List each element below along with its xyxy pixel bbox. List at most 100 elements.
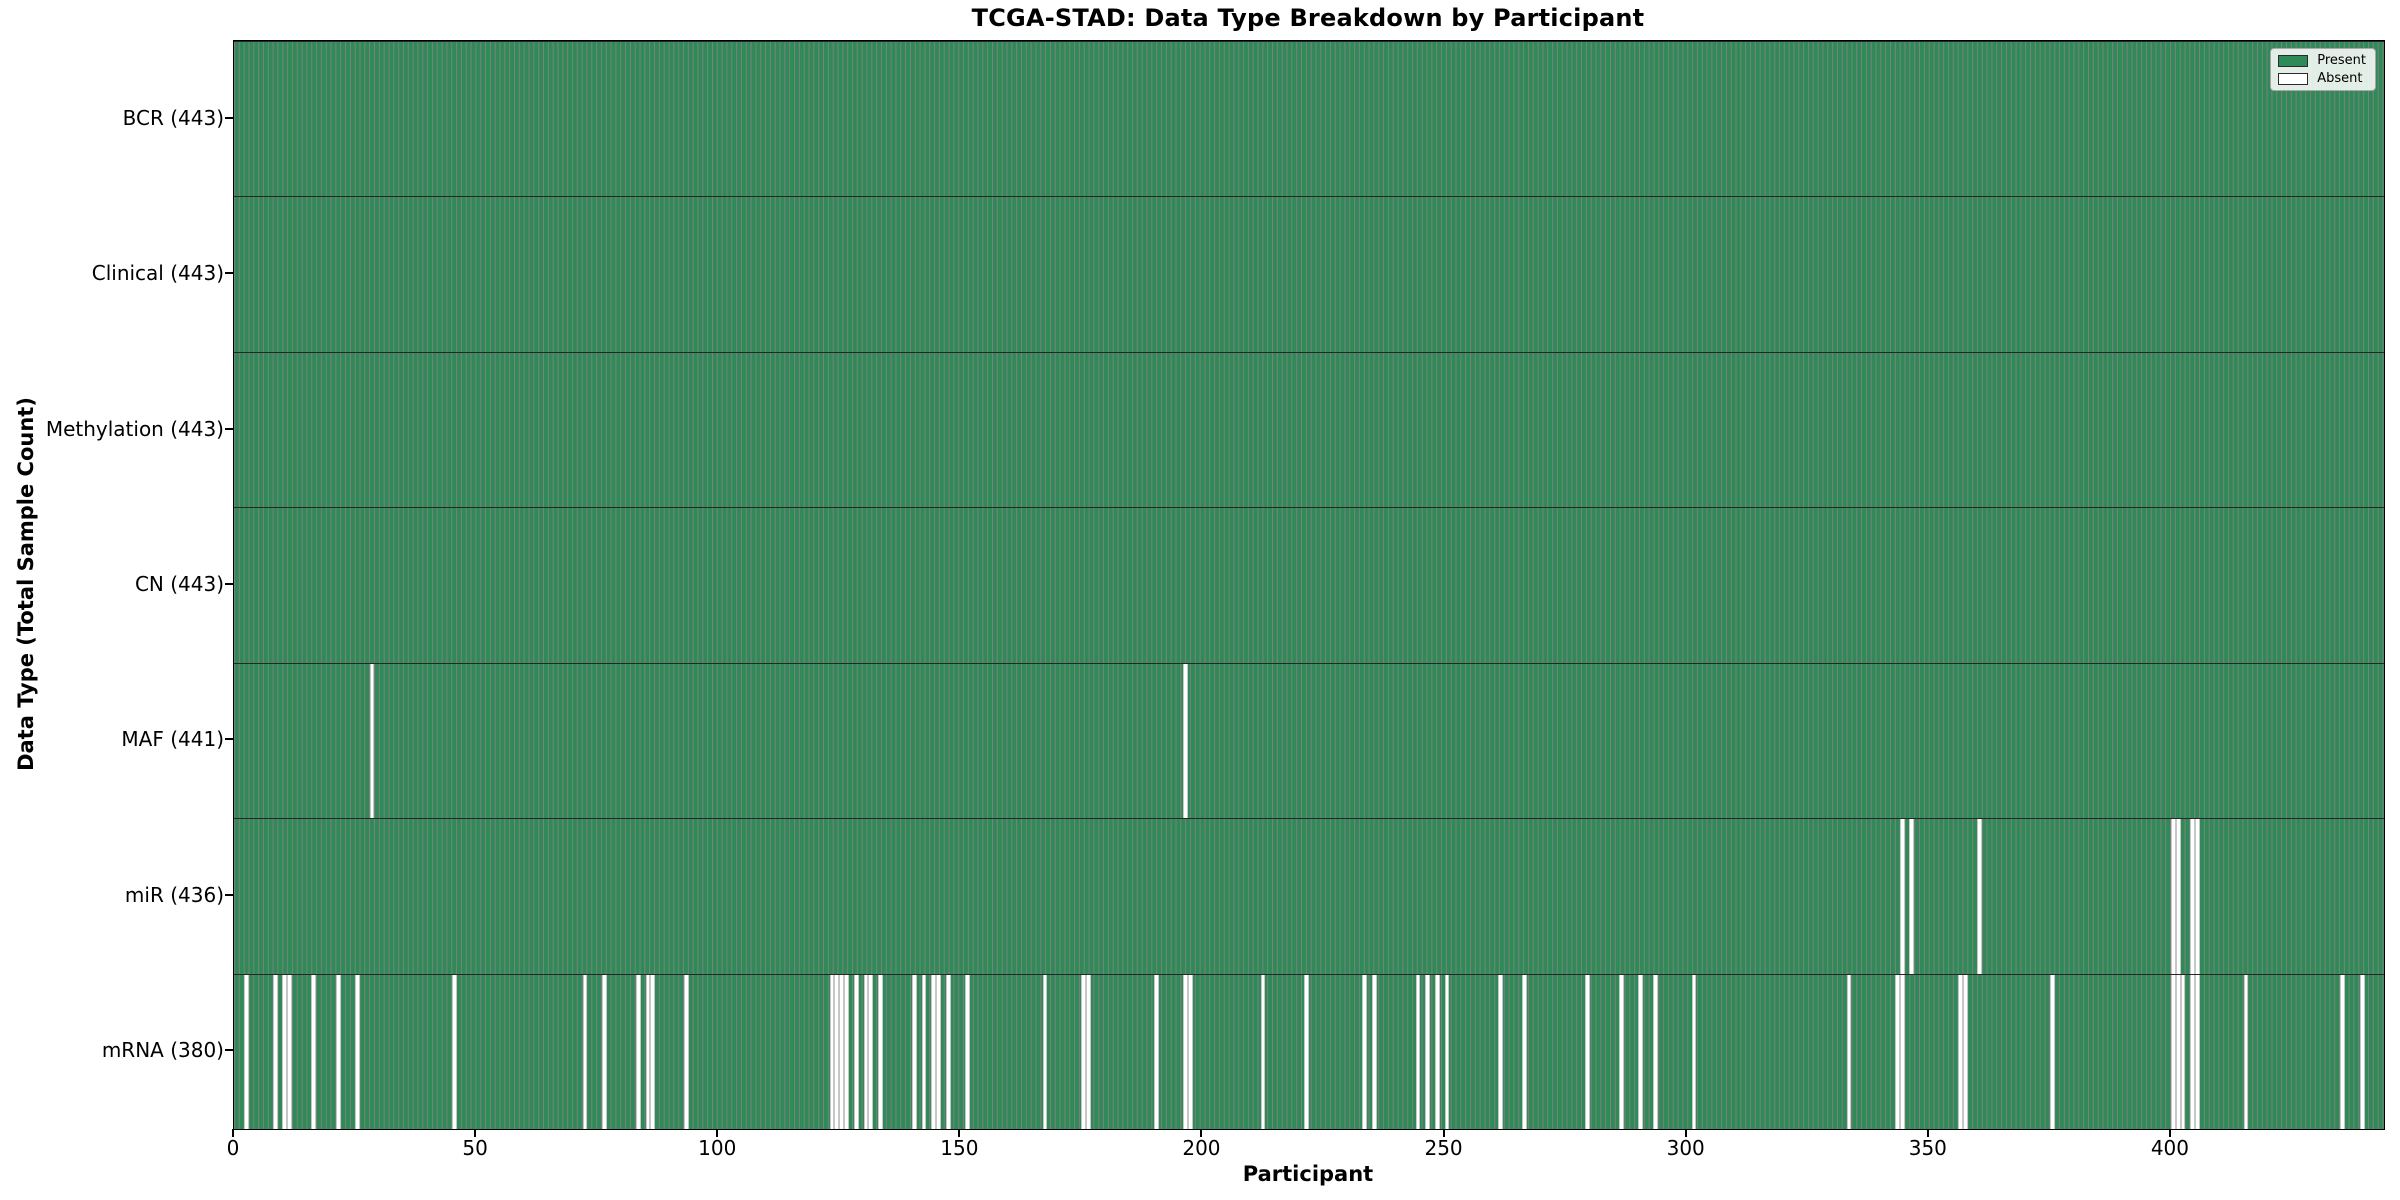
legend-swatch-present: [2278, 54, 2309, 67]
absent-bar: [1618, 974, 1624, 1129]
y-tick-mark: [225, 738, 233, 741]
legend-item-absent: Absent: [2278, 72, 2366, 85]
absent-bar: [2190, 974, 2196, 1129]
y-tick-label-BCR: BCR (443): [122, 105, 224, 130]
y-tick-label-MAF: MAF (441): [121, 727, 224, 752]
absent-bar: [1042, 974, 1048, 1129]
absent-bar: [2049, 974, 2055, 1129]
absent-bar: [2359, 974, 2365, 1129]
absent-bar: [1894, 974, 1900, 1129]
x-tick-label-200: 200: [1182, 1136, 1221, 1160]
plot-area: Present Absent: [233, 40, 2385, 1130]
absent-bar: [834, 974, 840, 1129]
legend-swatch-absent: [2278, 72, 2309, 85]
absent-bar: [839, 974, 845, 1129]
absent-bar: [355, 974, 360, 1129]
chart-title: TCGA-STAD: Data Type Breakdown by Partic…: [971, 4, 1645, 32]
absent-bar: [2175, 974, 2181, 1129]
absent-bar: [945, 974, 951, 1129]
absent-bar: [1362, 974, 1368, 1129]
absent-bar: [2190, 819, 2196, 974]
absent-bar: [2170, 819, 2176, 974]
absent-bar: [645, 974, 651, 1129]
absent-bar: [582, 974, 588, 1129]
y-tick-label-miR: miR (436): [124, 882, 224, 907]
x-tick-mark: [1442, 1129, 1445, 1137]
y-tick-label-Methylation: Methylation (443): [45, 416, 224, 441]
absent-bar: [844, 974, 849, 1129]
y-tick-label-CN: CN (443): [134, 572, 224, 596]
absent-bar: [1444, 974, 1450, 1129]
absent-bar: [335, 974, 341, 1129]
x-tick-mark: [474, 1129, 477, 1137]
x-tick-mark: [1200, 1129, 1203, 1137]
heatmap-row-CN: [234, 507, 2384, 663]
x-tick-mark: [716, 1129, 719, 1137]
absent-bar: [1086, 974, 1092, 1129]
absent-bar: [1962, 974, 1968, 1129]
x-tick-mark: [1926, 1129, 1929, 1137]
absent-bar: [1304, 974, 1309, 1129]
absent-bar: [282, 974, 288, 1129]
absent-bar: [1425, 974, 1431, 1129]
x-tick-label-0: 0: [226, 1136, 240, 1160]
absent-bar: [635, 974, 641, 1129]
absent-bar: [2243, 974, 2249, 1129]
absent-bar: [684, 974, 690, 1129]
absent-bar: [2180, 974, 2186, 1129]
absent-bar: [868, 974, 874, 1129]
absent-bar: [1652, 974, 1658, 1129]
absent-bar: [1183, 974, 1188, 1129]
absent-bar: [1187, 974, 1193, 1129]
x-tick-label-50: 50: [462, 1136, 488, 1160]
y-tick-mark: [225, 1049, 233, 1052]
absent-bar: [1638, 974, 1644, 1129]
legend: Present Absent: [2270, 48, 2376, 91]
x-tick-mark: [2168, 1129, 2171, 1137]
absent-bar: [1081, 974, 1087, 1129]
absent-bar: [1415, 974, 1421, 1129]
absent-bar: [2175, 819, 2181, 974]
y-tick-label-Clinical: Clinical (443): [91, 261, 224, 286]
x-axis-label: Participant: [1242, 1162, 1374, 1186]
x-tick-label-250: 250: [1424, 1136, 1463, 1160]
y-tick-mark: [225, 116, 233, 119]
absent-bar: [936, 974, 941, 1129]
absent-bar: [2195, 819, 2200, 974]
legend-item-present: Present: [2278, 54, 2366, 67]
absent-bar: [921, 974, 927, 1129]
heatmap-row-miR: [234, 818, 2384, 974]
absent-bar: [2195, 974, 2200, 1129]
x-tick-label-100: 100: [698, 1136, 737, 1160]
absent-bar: [1899, 819, 1905, 974]
absent-bar: [965, 974, 971, 1129]
x-tick-mark: [1684, 1129, 1687, 1137]
absent-bar: [1585, 974, 1590, 1129]
x-tick-label-150: 150: [940, 1136, 979, 1160]
y-tick-mark: [225, 893, 233, 896]
absent-bar: [272, 974, 278, 1129]
absent-bar: [1497, 974, 1503, 1129]
y-tick-mark: [225, 272, 233, 275]
heatmap-row-MAF: [234, 662, 2384, 819]
absent-bar: [853, 974, 859, 1129]
absent-bar: [2340, 974, 2346, 1129]
absent-bar: [863, 974, 869, 1129]
absent-bar: [650, 974, 656, 1129]
heatmap-row-Clinical: [234, 196, 2384, 352]
absent-bar: [287, 974, 293, 1129]
absent-bar: [1522, 974, 1527, 1129]
absent-bar: [1154, 974, 1159, 1129]
absent-bar: [1183, 663, 1188, 819]
x-tick-mark: [958, 1129, 961, 1137]
absent-bar: [1371, 974, 1377, 1129]
absent-bar: [1434, 974, 1440, 1129]
absent-bar: [1691, 974, 1697, 1129]
absent-bar: [911, 974, 917, 1129]
absent-bar: [369, 663, 375, 819]
heatmap-row-Methylation: [234, 351, 2384, 508]
absent-bar: [878, 974, 883, 1129]
absent-bar: [1957, 974, 1963, 1129]
x-tick-label-300: 300: [1666, 1136, 1705, 1160]
absent-bar: [2170, 974, 2176, 1129]
